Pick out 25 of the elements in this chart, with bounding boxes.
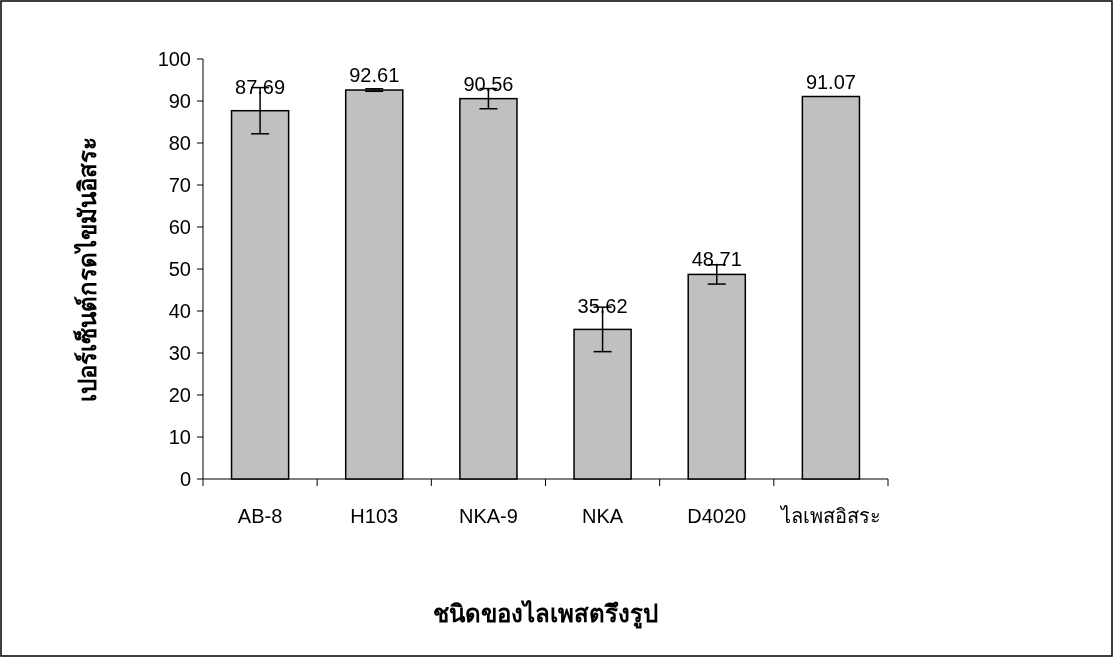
data-label: 87.69 <box>235 75 286 98</box>
data-label: 35.62 <box>577 295 628 318</box>
data-label: 92.61 <box>349 64 400 87</box>
x-tick-label: NKA <box>582 505 624 527</box>
y-tick-label: 30 <box>168 342 191 364</box>
data-label: 91.07 <box>805 70 856 93</box>
y-axis-title: เปอร์เซ็นต์กรดไขมันอิสระ <box>73 136 101 402</box>
x-tick-label: D4020 <box>687 505 747 527</box>
y-tick-label: 80 <box>168 132 191 154</box>
y-tick-label: 100 <box>157 48 191 70</box>
x-axis-title: ชนิดของไลเพสตรึงรูป <box>433 599 658 629</box>
x-tick-label: H103 <box>350 505 399 527</box>
y-tick-label: 0 <box>179 468 191 490</box>
y-tick-label: 50 <box>168 258 191 280</box>
y-tick-label: 20 <box>168 384 191 406</box>
x-tick-label: NKA-9 <box>458 505 518 527</box>
y-tick-label: 90 <box>168 90 191 112</box>
x-tick-label: AB-8 <box>237 505 283 527</box>
data-label: 90.56 <box>463 72 514 95</box>
y-tick-label: 10 <box>168 426 191 448</box>
data-label: 48.71 <box>691 248 742 271</box>
x-tick-label: ไลเพสอิสระ <box>778 505 881 527</box>
y-tick-label: 70 <box>168 174 191 196</box>
y-tick-label: 60 <box>168 216 191 238</box>
y-tick-label: 40 <box>168 300 191 322</box>
